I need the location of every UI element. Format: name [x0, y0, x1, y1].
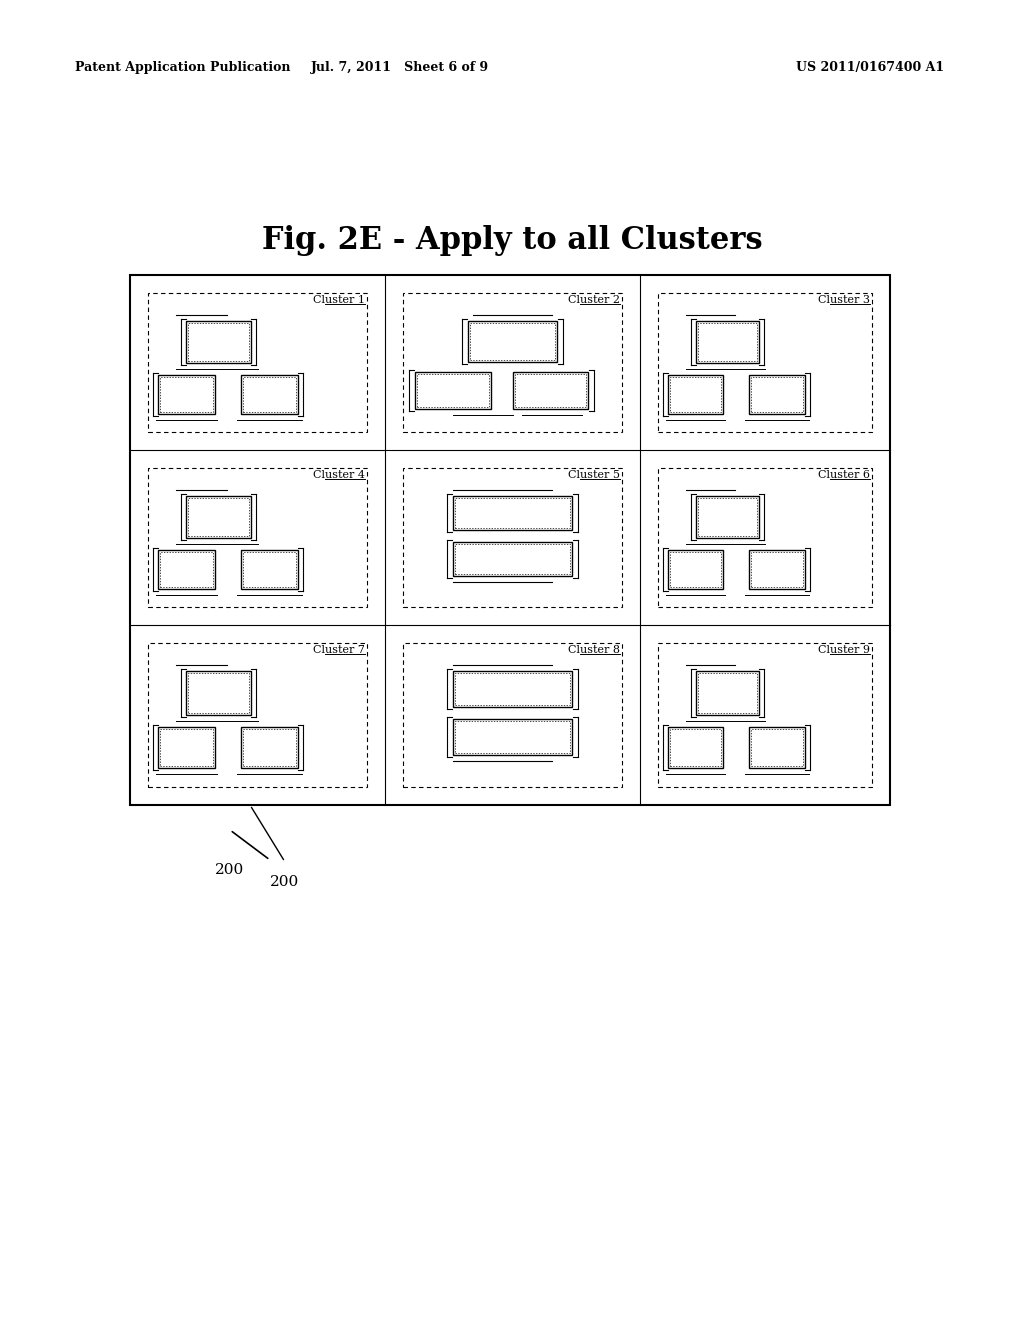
Bar [455, 721, 570, 752]
Text: Cluster 9: Cluster 9 [818, 645, 870, 655]
Bar [453, 496, 572, 531]
Bar [668, 375, 723, 414]
Bar [697, 323, 757, 362]
Text: Cluster 6: Cluster 6 [818, 470, 870, 480]
Bar [244, 552, 296, 587]
Bar [186, 671, 252, 715]
Bar [695, 496, 759, 539]
Bar [658, 643, 872, 787]
Text: Cluster 7: Cluster 7 [313, 645, 365, 655]
Bar [470, 323, 555, 359]
Bar [670, 552, 722, 587]
Bar [453, 543, 572, 577]
Bar [752, 378, 803, 412]
Bar [188, 673, 250, 713]
Text: Cluster 3: Cluster 3 [818, 294, 870, 305]
Text: Patent Application Publication: Patent Application Publication [75, 62, 291, 74]
Text: Cluster 4: Cluster 4 [313, 470, 365, 480]
Bar [403, 469, 622, 607]
Bar [658, 293, 872, 432]
Bar [244, 378, 296, 412]
Bar [403, 643, 622, 787]
Bar [188, 323, 250, 362]
Bar [697, 673, 757, 713]
Bar [453, 671, 572, 706]
Bar [148, 293, 367, 432]
Bar [158, 375, 215, 414]
Bar [750, 727, 805, 768]
Bar [752, 552, 803, 587]
Bar [160, 552, 213, 587]
Bar [670, 378, 722, 412]
Bar [750, 375, 805, 414]
Bar [242, 727, 298, 768]
Bar [468, 321, 557, 362]
Bar [658, 469, 872, 607]
Bar [148, 643, 367, 787]
Bar [455, 498, 570, 528]
Text: US 2011/0167400 A1: US 2011/0167400 A1 [796, 62, 944, 74]
Text: Cluster 8: Cluster 8 [568, 645, 620, 655]
Text: Jul. 7, 2011   Sheet 6 of 9: Jul. 7, 2011 Sheet 6 of 9 [311, 62, 489, 74]
Bar [455, 673, 570, 705]
Bar [160, 729, 213, 766]
Bar [455, 544, 570, 574]
Bar [752, 729, 803, 766]
Bar [697, 498, 757, 536]
Bar [512, 372, 588, 409]
Bar [695, 321, 759, 363]
Bar [668, 550, 723, 589]
Text: Fig. 2E - Apply to all Clusters: Fig. 2E - Apply to all Clusters [262, 224, 762, 256]
Bar [453, 719, 572, 755]
Bar [130, 275, 890, 805]
Text: 200: 200 [270, 875, 300, 888]
Bar [670, 729, 722, 766]
Bar [415, 372, 490, 409]
Bar [403, 293, 622, 432]
Bar [750, 550, 805, 589]
Bar [188, 498, 250, 536]
Bar [417, 374, 488, 407]
Bar [242, 550, 298, 589]
Text: Cluster 1: Cluster 1 [313, 294, 365, 305]
Bar [158, 550, 215, 589]
Text: 200: 200 [215, 863, 245, 876]
Bar [158, 727, 215, 768]
Bar [186, 321, 252, 363]
Bar [148, 469, 367, 607]
Bar [695, 671, 759, 715]
Text: Cluster 5: Cluster 5 [568, 470, 620, 480]
Bar [242, 375, 298, 414]
Bar [186, 496, 252, 539]
Bar [514, 374, 586, 407]
Bar [244, 729, 296, 766]
Bar [160, 378, 213, 412]
Text: Cluster 2: Cluster 2 [568, 294, 620, 305]
Bar [668, 727, 723, 768]
